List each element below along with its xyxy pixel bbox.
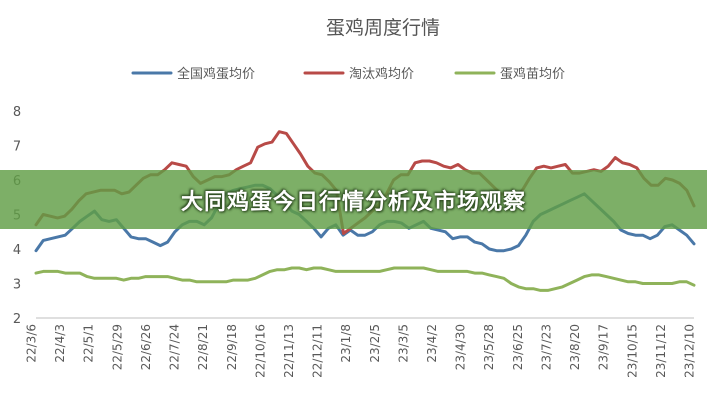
x-tick-label: 23/10/15 <box>625 324 639 378</box>
x-tick-label: 23/6/25 <box>511 324 525 370</box>
y-tick-label: 8 <box>13 105 21 120</box>
x-tick-label: 22/10/16 <box>253 324 267 378</box>
chart-legend: 全国鸡蛋均价 淘汰鸡均价 蛋鸡苗均价 <box>131 66 565 82</box>
x-tick-label: 22/11/13 <box>282 324 296 378</box>
x-tick-label: 23/1/8 <box>339 324 353 363</box>
x-tick-label: 23/2/5 <box>368 324 382 363</box>
x-tick-label: 22/5/1 <box>82 324 96 363</box>
legend-label: 淘汰鸡均价 <box>349 66 414 82</box>
x-tick-label: 22/7/24 <box>168 324 182 370</box>
series-line-3 <box>34 266 696 292</box>
y-tick-label: 3 <box>13 278 21 293</box>
x-tick-label: 22/8/21 <box>196 324 210 370</box>
x-tick-label: 22/4/3 <box>53 324 67 363</box>
legend-item: 淘汰鸡均价 <box>303 66 414 82</box>
y-tick-label: 4 <box>13 243 21 258</box>
x-axis: 22/3/6 22/4/3 22/5/1 22/5/29 22/6/26 22/7/24 2… <box>25 324 697 378</box>
legend-label: 蛋鸡苗均价 <box>500 66 565 82</box>
x-tick-label: 23/9/17 <box>597 324 611 370</box>
legend-item: 蛋鸡苗均价 <box>454 66 565 82</box>
y-tick-label: 7 <box>13 140 21 155</box>
x-tick-label: 23/7/23 <box>539 324 553 370</box>
x-tick-label: 22/3/6 <box>25 324 39 363</box>
x-tick-label: 23/11/12 <box>654 324 668 378</box>
legend-item: 全国鸡蛋均价 <box>131 66 255 82</box>
headline-banner: 大同鸡蛋今日行情分析及市场观察 <box>0 170 707 229</box>
x-tick-label: 23/12/10 <box>683 324 697 378</box>
x-tick-label: 23/4/30 <box>454 324 468 370</box>
x-tick-label: 23/5/28 <box>482 324 496 370</box>
x-tick-label: 23/3/5 <box>396 324 410 363</box>
x-tick-label: 22/6/26 <box>139 324 153 370</box>
x-tick-label: 22/9/18 <box>225 324 239 370</box>
legend-label: 全国鸡蛋均价 <box>177 66 255 82</box>
y-tick-label: 2 <box>13 312 21 327</box>
headline-text: 大同鸡蛋今日行情分析及市场观察 <box>180 189 526 215</box>
x-tick-label: 23/8/20 <box>568 324 582 370</box>
x-tick-label: 23/4/2 <box>425 324 439 363</box>
x-tick-label: 22/12/11 <box>311 324 325 378</box>
chart-title: 蛋鸡周度行情 <box>326 17 440 39</box>
x-tick-label: 22/5/29 <box>110 324 124 370</box>
